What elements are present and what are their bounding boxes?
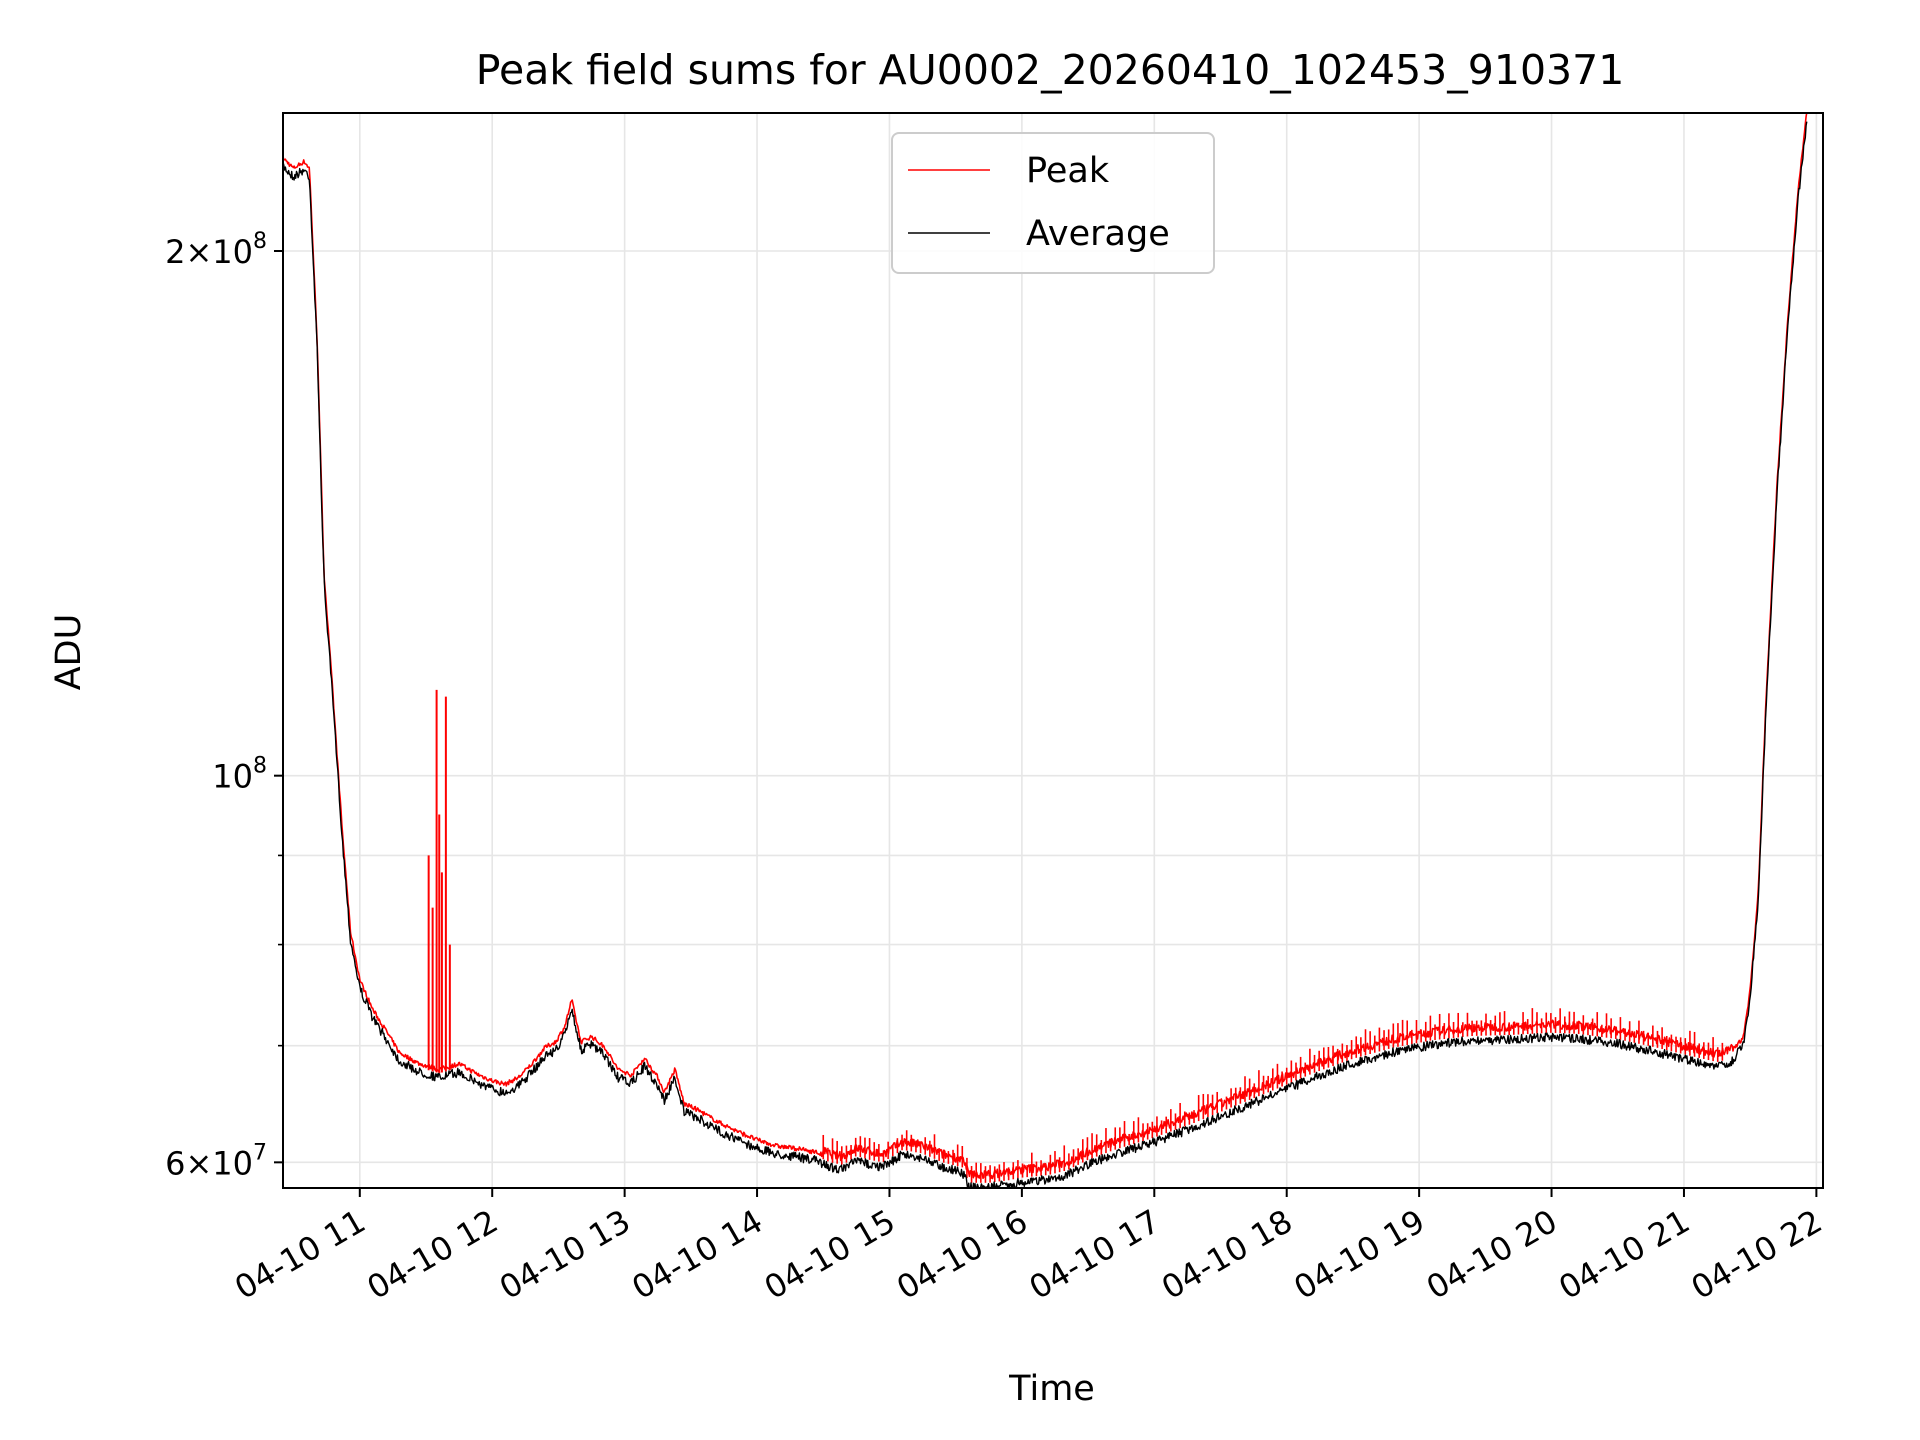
series-line-average [283, 121, 1808, 1188]
y-tick-base: 6×10 [165, 1144, 253, 1182]
y-tick-label: 6×107 [165, 1140, 267, 1182]
chart-title: Peak field sums for AU0002_20260410_1024… [476, 46, 1625, 94]
y-tick-base: 2×10 [165, 233, 253, 271]
legend: Peak Average [891, 132, 1215, 274]
y-tick-exponent: 7 [253, 1140, 267, 1165]
legend-box [891, 132, 1215, 274]
legend-label-peak: Peak [1026, 151, 1110, 191]
y-tick-exponent: 8 [253, 229, 267, 254]
y-tick-exponent: 8 [253, 754, 267, 779]
y-tick-label: 108 [212, 754, 267, 796]
grid [283, 113, 1823, 1188]
series-line-peak [283, 113, 1808, 1180]
plot-frame [282, 112, 1824, 1189]
x-axis-label: Time [1008, 1369, 1095, 1409]
y-axis-label: ADU [49, 614, 89, 691]
y-tick-base: 10 [212, 758, 253, 796]
legend-label-average: Average [1026, 214, 1170, 254]
y-tick-label: 2×108 [165, 229, 267, 271]
